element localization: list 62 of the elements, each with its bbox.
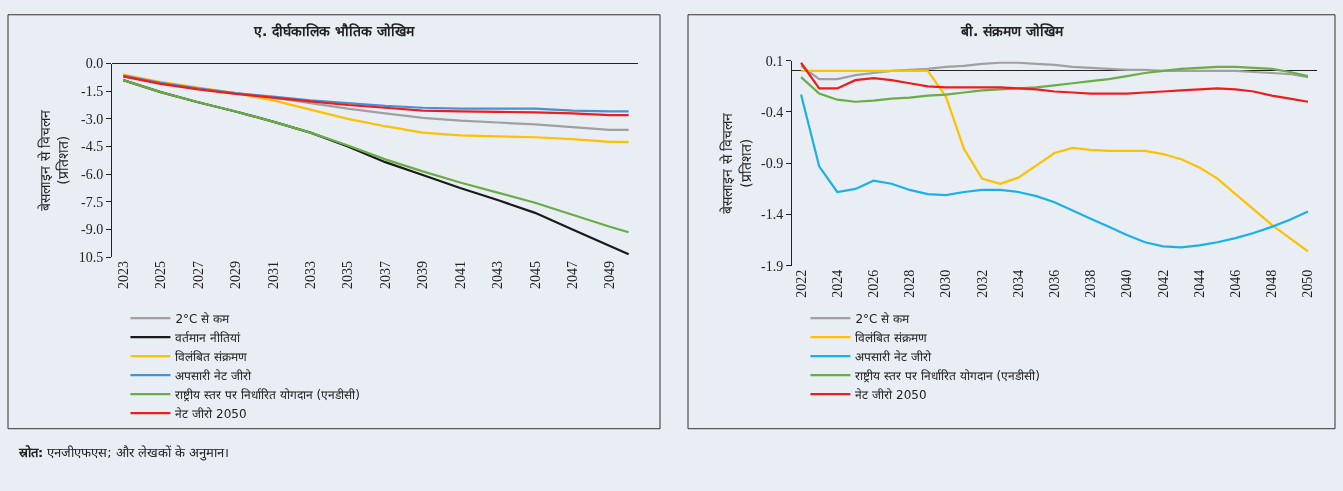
legend-label: विलंबित संक्रमण [855,330,928,345]
x-tick-label: 2025 [153,260,169,289]
y-tick-label: 0.1 [765,53,784,69]
x-tick-label: 2034 [1010,269,1026,298]
y-tick-label: 10.5 [78,250,104,266]
x-tick-label: 2040 [1119,269,1135,298]
text: स्रोत: एनजीएफएस; और लेखकों के अनुमान। [18,445,230,461]
x-tick-label: 2031 [265,260,281,289]
line-series [799,69,1310,253]
legend-label: वर्तमान नीतियां [175,330,242,345]
x-tick-label: 2027 [190,260,206,289]
x-tick-label: 2050 [1300,269,1316,298]
legend-label: 2°C से कम [855,311,911,326]
y-tick-label: -7.5 [81,194,104,210]
x-tick-label: 2022 [793,269,809,298]
y-tick-label: -1.9 [761,258,784,274]
x-tick-label: 2045 [527,260,543,289]
y-tick-label: -1.5 [81,84,104,100]
x-tick-label: 2048 [1264,269,1280,298]
y-axis-title: बेसलाइन से विचलन (प्रतिशत) [37,109,72,211]
x-tick-label: 2043 [490,260,506,289]
legend-label: राष्ट्रीय स्तर पर निर्धारित योगदान (एनडीसी) [855,368,1040,383]
line-series [122,73,630,143]
x-tick-label: 2023 [115,260,131,289]
line-series [799,61,1310,81]
x-tick-label: 2032 [974,269,990,298]
legend-label: अपसारी नेट जीरो [855,349,933,364]
x-tick-label: 2039 [415,260,431,289]
x-tick-label: 2049 [602,260,618,289]
y-tick-label: -6.0 [81,167,104,183]
y-tick-label: -0.9 [761,156,784,172]
y-tick-label: 0.0 [85,56,104,72]
x-tick-label: 2047 [565,260,581,289]
x-tick-label: 2041 [452,260,468,289]
x-tick-label: 2046 [1228,269,1244,298]
chart-title: ए. दीर्घकालिक भौतिक जोखिम [253,23,415,39]
legend-label: 2°C से कम [175,311,231,326]
chart-title: बी. संक्रमण जोखिम [960,23,1065,39]
y-tick-label: -9.0 [81,222,104,238]
y-tick-label: -4.5 [81,139,104,155]
legend-label: नेट जीरो 2050 [855,387,927,402]
x-tick-label: 2030 [938,269,954,298]
x-tick-label: 2044 [1191,269,1207,298]
x-tick-label: 2042 [1155,269,1171,298]
x-tick-label: 2033 [302,260,318,289]
x-tick-label: 2029 [228,260,244,289]
legend-label: अपसारी नेट जीरो [175,368,253,383]
x-tick-label: 2028 [902,269,918,298]
legend-label: राष्ट्रीय स्तर पर निर्धारित योगदान (एनडीसी) [175,387,360,402]
x-tick-label: 2024 [829,269,845,298]
y-tick-label: -3.0 [81,111,104,127]
y-axis-title: बेसलाइन से विचलन (प्रतिशत) [719,112,754,214]
y-tick-label: -1.4 [761,207,784,223]
y-tick-label: -0.4 [761,104,784,120]
x-tick-label: 2026 [866,269,882,298]
line-series [799,93,1310,249]
legend-label: नेट जीरो 2050 [175,406,247,421]
x-tick-label: 2035 [340,260,356,289]
legend-label: विलंबित संक्रमण [175,349,248,364]
x-tick-label: 2037 [377,260,393,289]
x-tick-label: 2036 [1047,269,1063,298]
x-tick-label: 2038 [1083,269,1099,298]
